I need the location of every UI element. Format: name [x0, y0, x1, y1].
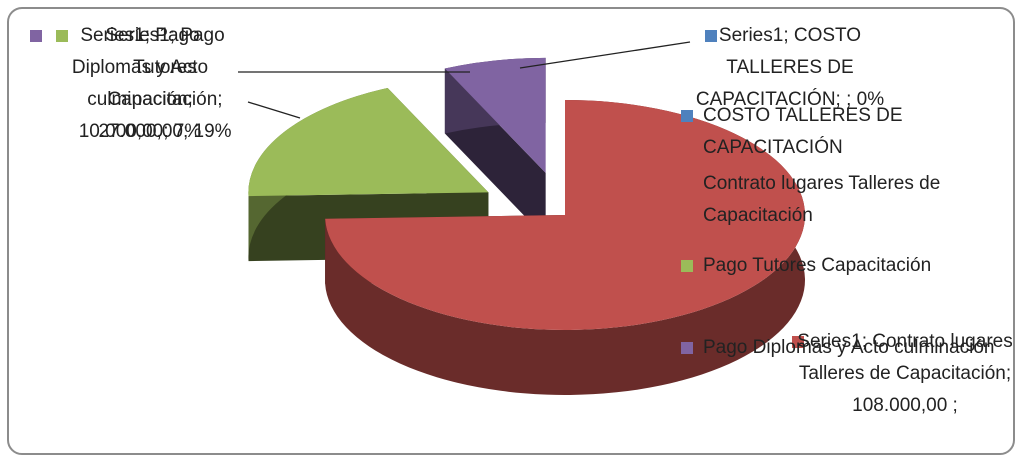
data-label-key: [792, 336, 804, 348]
data-label: Series1; Pago Diplomas y Acto culminació…: [71, 25, 209, 142]
legend-key: [681, 110, 693, 122]
legend-label: Pago Diplomas y Acto culminación: [703, 337, 995, 358]
data-label-key: [56, 30, 68, 42]
legend-key: [681, 178, 693, 190]
slice-top: [444, 57, 546, 173]
slice: [444, 57, 546, 238]
legend-key: [681, 342, 693, 354]
legend-label: COSTO TALLERES DE CAPACITACIÓN: [703, 105, 903, 158]
legend-label: Contrato lugares Talleres de Capacitació…: [703, 173, 941, 226]
leader-line: [247, 101, 301, 119]
leader-line: [519, 41, 691, 69]
legend-key: [681, 260, 693, 272]
data-label-key: [705, 30, 717, 42]
data-label: Series1; COSTO TALLERES DE CAPACITACIÓN;…: [695, 25, 885, 110]
data-label-key: [30, 30, 42, 42]
data-label: Series1; Contrato lugares Talleres de Ca…: [797, 331, 1013, 416]
slice-top: [325, 100, 805, 330]
slice: [325, 100, 805, 396]
data-label: Series1; Pago Tutores Capacitación; 27.0…: [98, 25, 232, 142]
legend-label: Pago Tutores Capacitación: [703, 255, 932, 276]
slice-top: [248, 87, 489, 197]
pie: [248, 57, 805, 396]
